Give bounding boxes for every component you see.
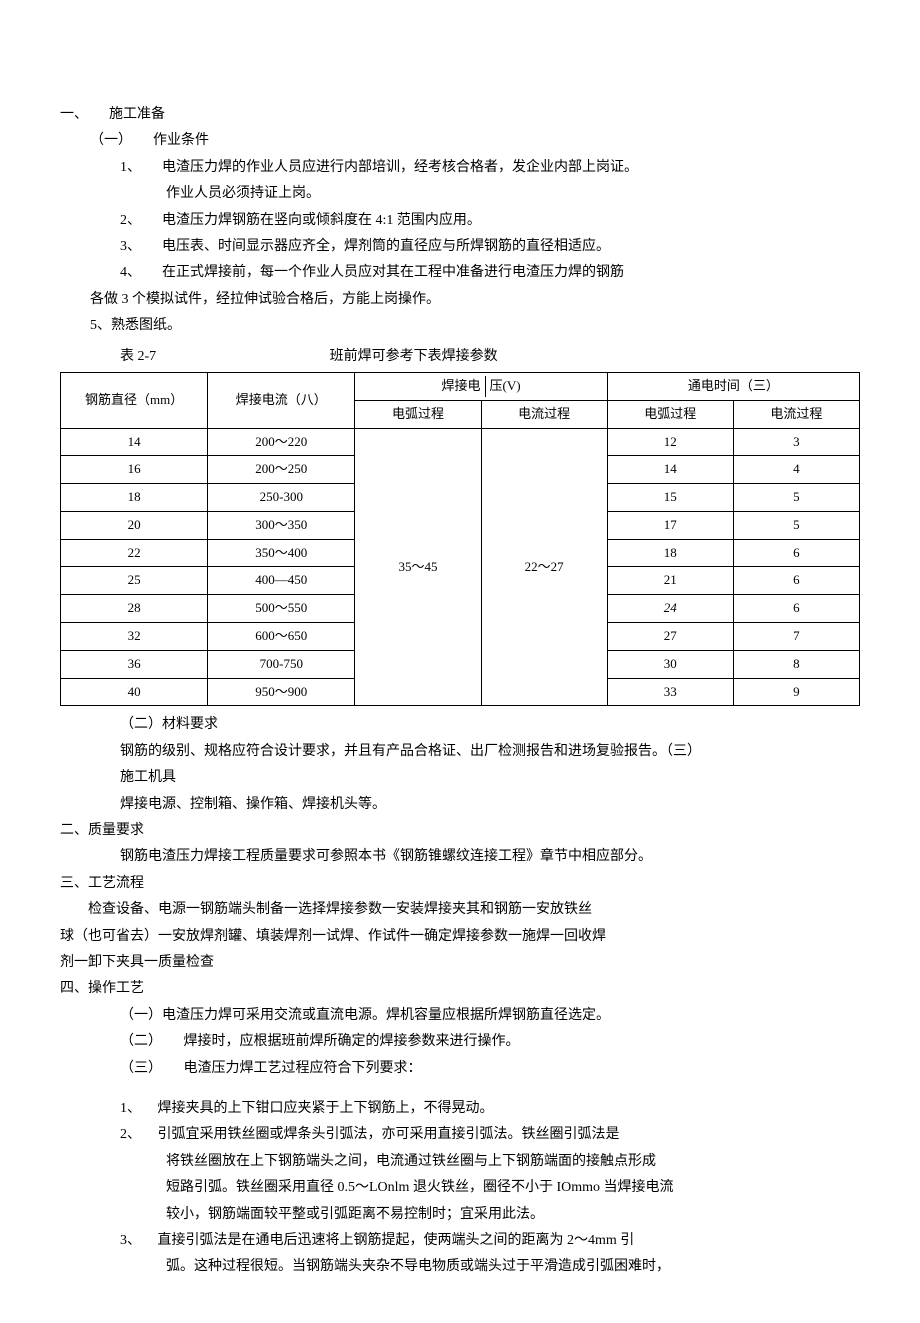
- th-voltage-b: 压(V): [486, 378, 521, 393]
- cell-t1: 21: [607, 567, 733, 595]
- cell-a: 400—450: [208, 567, 355, 595]
- sec4-p1: （一）电渣压力焊可采用交流或直流电源。焊机容量应根据所焊钢筋直径选定。: [60, 1005, 860, 1027]
- cell-t1: 14: [607, 456, 733, 484]
- cell-a: 200～220: [208, 428, 355, 456]
- table-title: 班前焊可参考下表焊接参数: [330, 346, 498, 368]
- sec4-n2-line4: 较小，钢筋端面较平整或引弧距离不易控制时；宜采用此法。: [60, 1204, 860, 1226]
- flow-line-2: 球（也可省去）一安放焊剂罐、填装焊剂一试焊、作试件一确定焊接参数一施焊一回收焊: [60, 926, 860, 948]
- cell-t1: 24: [607, 595, 733, 623]
- sec4-n2-text: 引弧宜采用铁丝圈或焊条头引弧法，亦可采用直接引弧法。铁丝圈引弧法是: [158, 1127, 620, 1142]
- th-voltage-a: 焊接电: [442, 376, 486, 397]
- cell-a: 250-300: [208, 484, 355, 512]
- cell-a: 200～250: [208, 456, 355, 484]
- item-1-line2: 作业人员必须持证上岗。: [60, 183, 860, 205]
- section-2-title: 二、质量要求: [60, 820, 860, 842]
- subsection-1-3: 施工机具: [60, 767, 860, 789]
- item-5: 5、熟悉图纸。: [60, 315, 860, 337]
- cell-a: 950～900: [208, 678, 355, 706]
- table-label: 表 2-7: [120, 346, 156, 368]
- cell-t2: 8: [733, 650, 859, 678]
- cell-t2: 6: [733, 595, 859, 623]
- sec4-n3-line2: 弧。这种过程很短。当钢筋端头夹杂不导电物质或端头过于平滑造成引弧困难时，: [60, 1256, 860, 1278]
- cell-d: 16: [61, 456, 208, 484]
- sec4-n1-text: 焊接夹具的上下钳口应夹紧于上下钢筋上，不得晃动。: [158, 1101, 494, 1116]
- subsection-1-2-body: 钢筋的级别、规格应符合设计要求，并且有产品合格证、出厂检测报告和进场复验报告。（…: [60, 741, 860, 763]
- sec4-p2-text: 焊接时，应根据班前焊所确定的焊接参数来进行操作。: [184, 1034, 520, 1049]
- cell-d: 14: [61, 428, 208, 456]
- table-row: 14 200～220 35～45 22～27 12 3: [61, 428, 860, 456]
- cell-d: 40: [61, 678, 208, 706]
- cell-d: 22: [61, 539, 208, 567]
- sec4-n3-label: 3、: [120, 1230, 154, 1252]
- cell-d: 32: [61, 623, 208, 651]
- item-4-line1: 4、 在正式焊接前，每一个作业人员应对其在工程中准备进行电渣压力焊的钢筋: [60, 262, 860, 284]
- cell-d: 20: [61, 511, 208, 539]
- sec4-n1: 1、 焊接夹具的上下钳口应夹紧于上下钢筋上，不得晃动。: [60, 1098, 860, 1120]
- sec4-n3: 3、 直接引弧法是在通电后迅速将上钢筋提起，使两端头之间的距离为 2～4mm 引: [60, 1230, 860, 1252]
- flow-line-3: 剂一卸下夹具一质量检查: [60, 952, 860, 974]
- cell-t2: 6: [733, 539, 859, 567]
- cell-t2: 3: [733, 428, 859, 456]
- th-voltage: 焊接电压(V): [355, 372, 607, 400]
- subsection-1-2: （二）材料要求: [60, 714, 860, 736]
- subsection-1-3-body: 焊接电源、控制箱、操作箱、焊接机头等。: [60, 794, 860, 816]
- sec4-n1-label: 1、: [120, 1098, 154, 1120]
- cell-t1: 15: [607, 484, 733, 512]
- th-time: 通电时间（三）: [607, 372, 859, 400]
- cell-v-cur-merged: 22～27: [481, 428, 607, 706]
- cell-t2: 9: [733, 678, 859, 706]
- cell-t1: 18: [607, 539, 733, 567]
- cell-d: 28: [61, 595, 208, 623]
- section-3-title: 三、工艺流程: [60, 873, 860, 895]
- cell-t2: 5: [733, 484, 859, 512]
- cell-a: 500～550: [208, 595, 355, 623]
- cell-t1: 27: [607, 623, 733, 651]
- sec4-n3-text: 直接引弧法是在通电后迅速将上钢筋提起，使两端头之间的距离为 2～4mm 引: [158, 1233, 635, 1248]
- cell-d: 25: [61, 567, 208, 595]
- sec4-p2-label: （二）: [120, 1031, 180, 1053]
- cell-t1: 12: [607, 428, 733, 456]
- th-cur-1: 电流过程: [481, 400, 607, 428]
- cell-t1: 33: [607, 678, 733, 706]
- cell-t2: 6: [733, 567, 859, 595]
- cell-d: 18: [61, 484, 208, 512]
- sec4-p2: （二） 焊接时，应根据班前焊所确定的焊接参数来进行操作。: [60, 1031, 860, 1053]
- section-4-title: 四、操作工艺: [60, 978, 860, 1000]
- section-1-title: 一、 施工准备: [60, 104, 860, 126]
- cell-a: 700-750: [208, 650, 355, 678]
- cell-a: 300～350: [208, 511, 355, 539]
- sec4-n2-line2: 将铁丝圈放在上下钢筋端头之间，电流通过铁丝圈与上下钢筋端面的接触点形成: [60, 1151, 860, 1173]
- th-cur-2: 电流过程: [733, 400, 859, 428]
- cell-t1: 17: [607, 511, 733, 539]
- subsection-1-1: （一） 作业条件: [60, 130, 860, 152]
- cell-d: 36: [61, 650, 208, 678]
- weld-params-table: 钢筋直径（mm） 焊接电流（八） 焊接电压(V) 通电时间（三） 电弧过程 电流…: [60, 372, 860, 707]
- th-diameter: 钢筋直径（mm）: [61, 372, 208, 428]
- cell-t1: 30: [607, 650, 733, 678]
- sec4-p3-label: （三）: [120, 1058, 180, 1080]
- cell-a: 600～650: [208, 623, 355, 651]
- cell-t2: 7: [733, 623, 859, 651]
- item-4-line2: 各做 3 个模拟试件，经拉伸试验合格后，方能上岗操作。: [60, 289, 860, 311]
- cell-v-arc-merged: 35～45: [355, 428, 481, 706]
- table-head-row-1: 钢筋直径（mm） 焊接电流（八） 焊接电压(V) 通电时间（三）: [61, 372, 860, 400]
- item-3: 3、 电压表、时间显示器应齐全，焊剂筒的直径应与所焊钢筋的直径相适应。: [60, 236, 860, 258]
- section-2-body: 钢筋电渣压力焊接工程质量要求可参照本书《钢筋锥螺纹连接工程》章节中相应部分。: [60, 846, 860, 868]
- flow-line-1: 检查设备、电源一钢筋端头制备一选择焊接参数一安装焊接夹其和钢筋一安放铁丝: [60, 899, 860, 921]
- item-2: 2、 电渣压力焊钢筋在竖向或倾斜度在 4:1 范围内应用。: [60, 210, 860, 232]
- cell-a: 350～400: [208, 539, 355, 567]
- sec4-p3-text: 电渣压力焊工艺过程应符合下列要求：: [184, 1061, 422, 1076]
- cell-t2: 4: [733, 456, 859, 484]
- th-arc-2: 电弧过程: [607, 400, 733, 428]
- th-arc-1: 电弧过程: [355, 400, 481, 428]
- th-current: 焊接电流（八）: [208, 372, 355, 428]
- sec4-n2: 2、 引弧宜采用铁丝圈或焊条头引弧法，亦可采用直接引弧法。铁丝圈引弧法是: [60, 1124, 860, 1146]
- sec4-n2-label: 2、: [120, 1124, 154, 1146]
- cell-t2: 5: [733, 511, 859, 539]
- table-caption: 表 2-7 班前焊可参考下表焊接参数: [60, 346, 860, 368]
- sec4-n2-line3: 短路引弧。铁丝圈采用直径 0.5～LOnlm 退火铁丝，圈径不小于 IOmmo …: [60, 1177, 860, 1199]
- sec4-p3: （三） 电渣压力焊工艺过程应符合下列要求：: [60, 1058, 860, 1080]
- item-1-line1: 1、 电渣压力焊的作业人员应进行内部培训，经考核合格者，发企业内部上岗证。: [60, 157, 860, 179]
